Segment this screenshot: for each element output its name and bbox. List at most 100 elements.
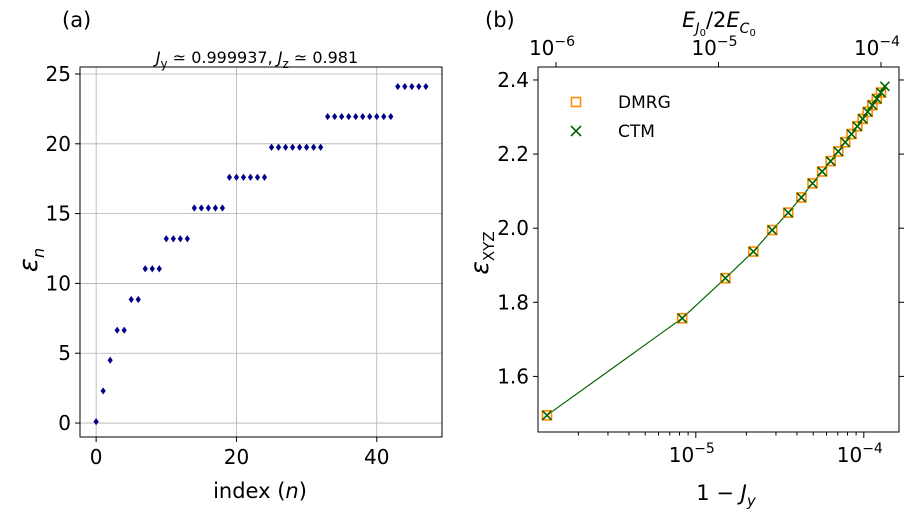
data-point (156, 265, 162, 273)
data-point (191, 204, 197, 212)
data-point (296, 143, 303, 151)
data-point (416, 82, 422, 91)
data-point (318, 143, 324, 151)
xlabel-b-pre: 1 − (696, 481, 740, 505)
ctm-point (677, 313, 688, 324)
top-xlabel-e2-sub: C (740, 21, 750, 37)
data-point (212, 204, 218, 212)
dmrg-point (720, 272, 731, 284)
ylabel-a-main: ε (14, 258, 44, 272)
ctm-point (796, 192, 807, 203)
y-tick-label: 1.6 (497, 364, 529, 388)
ylabel-b-sub: XYZ (480, 231, 498, 261)
data-point (275, 143, 282, 151)
y-tick-label: 0 (58, 411, 71, 435)
ylabel-b-main: ε (465, 261, 494, 275)
panel-a: (a) Jy ≃ 0.999937, Jz ≃ 0.981 0 20 40 0 5 10 1… (14, 8, 443, 503)
y-tick-label: 2.0 (497, 216, 529, 240)
ctm-point (767, 224, 778, 236)
dmrg-point (852, 120, 863, 132)
y-tick-label: 2.4 (497, 68, 529, 92)
panel-a-ticks: 0 20 40 0 5 10 15 20 25 (46, 62, 390, 469)
panel-a-ylabel: εn (14, 248, 48, 272)
top-xlabel-e2-subsub: 0 (749, 28, 755, 39)
dmrg-point (839, 136, 851, 148)
ctm-point (817, 166, 828, 177)
title-j1: J (153, 48, 161, 67)
legend-ctm-marker (570, 125, 582, 137)
ctm-point (748, 246, 759, 257)
xlabel-a-var: n (285, 479, 298, 503)
panel-b-points (541, 81, 890, 421)
data-point (388, 112, 394, 121)
ylabel-a-sub: n (29, 248, 48, 258)
ctm-point (833, 146, 844, 157)
xlabel-b-sub: y (746, 492, 757, 510)
xlabel-a-post: ) (299, 479, 307, 503)
data-point (353, 112, 359, 121)
ctm-point (783, 207, 794, 218)
data-point (304, 143, 310, 151)
panel-b-label: (b) (485, 8, 515, 32)
panel-b-ylabel: εXYZ (465, 231, 498, 274)
ctm-point (825, 156, 836, 167)
xlabel-b-var: J (737, 481, 747, 505)
panel-b-frame (537, 66, 900, 433)
data-point (163, 235, 169, 243)
data-point (311, 143, 317, 151)
y-tick-label: 1.8 (497, 290, 529, 314)
y-tick-label: 5 (58, 341, 71, 365)
data-point (100, 387, 106, 395)
legend-dmrg-marker (570, 96, 582, 108)
panel-a-grid (80, 67, 442, 437)
data-point (219, 204, 226, 212)
data-point (142, 265, 148, 273)
data-point (128, 295, 134, 304)
data-point (409, 82, 415, 91)
ctm-line (546, 85, 886, 416)
data-point (135, 295, 141, 304)
top-xlabel-e1: E (682, 8, 696, 32)
ctm-point (541, 410, 553, 421)
data-point (423, 82, 429, 91)
title-j2: J (275, 48, 283, 67)
panel-a-frame (79, 66, 443, 438)
data-point (332, 112, 338, 121)
ctm-point (720, 273, 731, 284)
data-point (170, 235, 176, 243)
data-point (107, 356, 113, 364)
data-point (198, 204, 204, 212)
dmrg-point (807, 178, 818, 189)
ctm-point (879, 81, 890, 92)
data-point (247, 173, 254, 181)
panel-b: (b) EJ0/2EC0 10−5 10−410−6 10−5 10−41.61.82… (465, 8, 904, 510)
data-point (240, 173, 247, 181)
data-point (381, 112, 387, 121)
panel-b-ticks: 10−5 10−4 10−6 10−5 10−4 1.6 1.8 2.0 2.2 2.4 (497, 34, 904, 467)
data-point (149, 265, 155, 273)
y-tick-label: 10 (46, 271, 71, 295)
top-xlabel-mid: /2 (706, 8, 726, 32)
data-point (114, 326, 120, 334)
data-point (233, 173, 240, 181)
data-point (93, 418, 99, 426)
data-point (367, 112, 373, 121)
ctm-point (871, 93, 882, 104)
data-point (121, 326, 127, 334)
dmrg-point (796, 192, 807, 203)
data-point (282, 143, 289, 151)
data-point (226, 173, 233, 181)
data-point (177, 235, 183, 243)
legend-dmrg-label: DMRG (618, 93, 671, 113)
dmrg-point (766, 224, 778, 236)
title-mid: ≃ 0.999937, (168, 48, 278, 67)
title-j2-sub: z (282, 57, 288, 71)
data-point (184, 235, 190, 243)
data-point (374, 112, 380, 121)
ctm-point (875, 87, 887, 98)
panel-b-top-xlabel: EJ0/2EC0 (682, 8, 756, 39)
top-xlabel-e1-sub: J (692, 21, 699, 37)
dmrg-point (816, 166, 828, 177)
dmrg-point (676, 312, 688, 324)
